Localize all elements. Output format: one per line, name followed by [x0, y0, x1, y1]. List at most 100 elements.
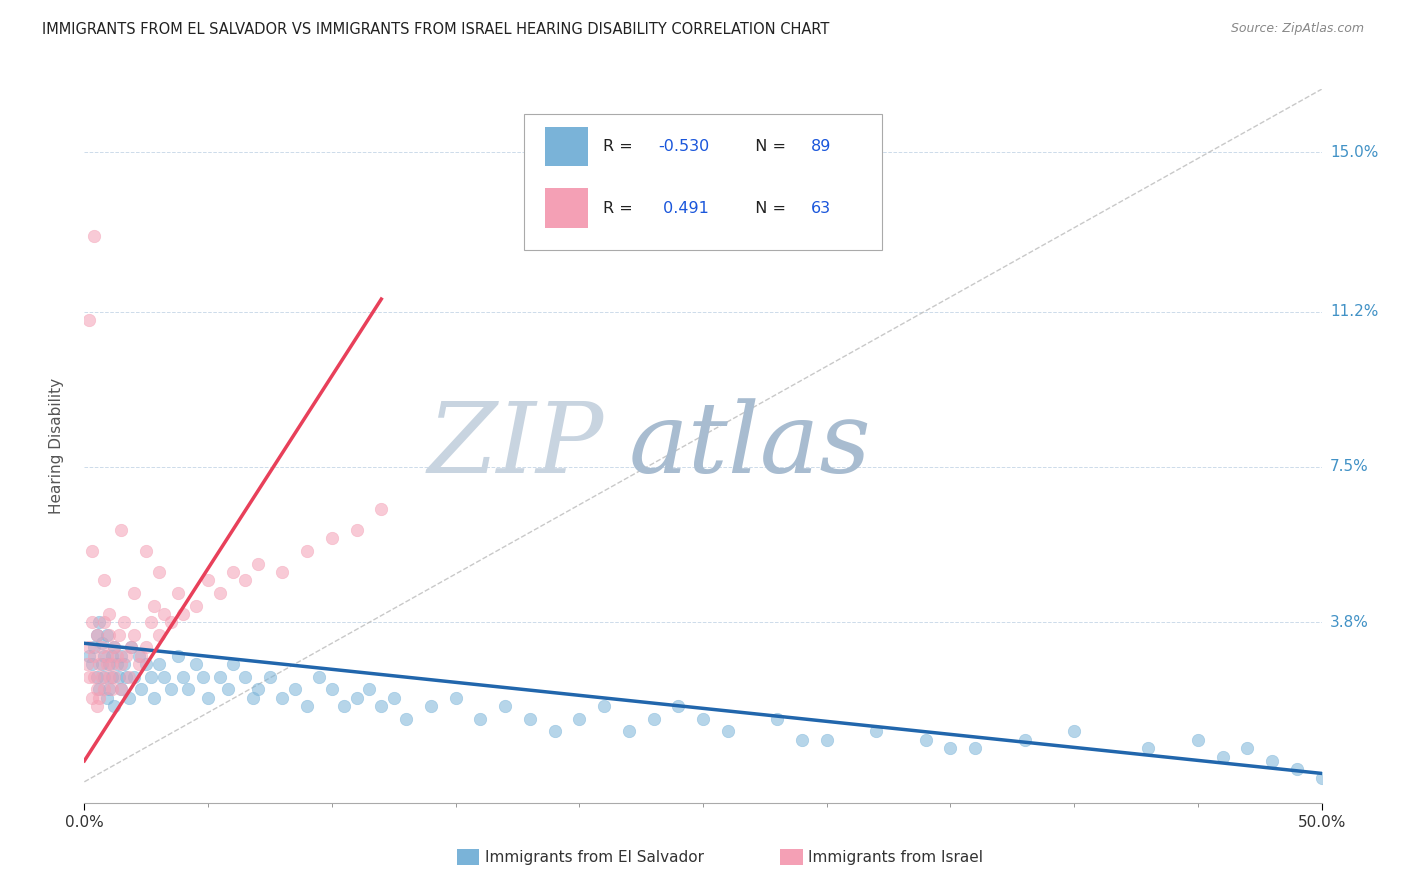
Text: Immigrants from Israel: Immigrants from Israel — [808, 850, 983, 864]
Immigrants from El Salvador — [914, 732, 936, 747]
FancyBboxPatch shape — [544, 188, 588, 227]
Immigrants from Israel — [321, 532, 343, 546]
Immigrants from El Salvador — [96, 628, 118, 642]
Immigrants from El Salvador — [766, 712, 789, 726]
Immigrants from Israel — [152, 607, 174, 621]
Immigrants from El Salvador — [209, 670, 232, 684]
Immigrants from Israel — [103, 640, 125, 655]
Immigrants from Israel — [103, 670, 125, 684]
Immigrants from El Salvador — [271, 690, 294, 705]
Immigrants from Israel — [370, 502, 392, 516]
Text: atlas: atlas — [628, 399, 872, 493]
Immigrants from El Salvador — [1310, 771, 1333, 785]
Immigrants from El Salvador — [1063, 724, 1085, 739]
Immigrants from Israel — [86, 628, 108, 642]
Immigrants from El Salvador — [222, 657, 245, 672]
Text: 3.8%: 3.8% — [1330, 615, 1369, 630]
Text: ZIP: ZIP — [427, 399, 605, 493]
Immigrants from El Salvador — [191, 670, 214, 684]
Immigrants from El Salvador — [233, 670, 256, 684]
Immigrants from El Salvador — [1014, 732, 1036, 747]
Text: 11.2%: 11.2% — [1330, 304, 1378, 319]
Immigrants from Israel — [76, 657, 98, 672]
Immigrants from El Salvador — [357, 682, 380, 697]
Immigrants from El Salvador — [815, 732, 838, 747]
Immigrants from El Salvador — [129, 682, 152, 697]
Immigrants from Israel — [83, 670, 105, 684]
Immigrants from Israel — [271, 565, 294, 579]
Y-axis label: Hearing Disability: Hearing Disability — [49, 378, 63, 514]
Immigrants from Israel — [83, 229, 105, 244]
Immigrants from El Salvador — [593, 699, 616, 714]
Immigrants from Israel — [142, 599, 165, 613]
Immigrants from Israel — [148, 565, 170, 579]
Immigrants from Israel — [110, 523, 132, 537]
Immigrants from El Salvador — [79, 648, 101, 663]
Immigrants from Israel — [108, 628, 131, 642]
Immigrants from El Salvador — [135, 657, 157, 672]
FancyBboxPatch shape — [523, 114, 883, 250]
Immigrants from El Salvador — [148, 657, 170, 672]
Immigrants from El Salvador — [172, 670, 194, 684]
Immigrants from El Salvador — [160, 682, 183, 697]
Immigrants from El Salvador — [333, 699, 356, 714]
Immigrants from El Salvador — [568, 712, 591, 726]
Immigrants from El Salvador — [217, 682, 239, 697]
Text: N =: N = — [745, 201, 792, 216]
Immigrants from Israel — [80, 690, 103, 705]
Immigrants from Israel — [112, 615, 135, 630]
Immigrants from Israel — [122, 628, 145, 642]
Immigrants from Israel — [135, 640, 157, 655]
Immigrants from El Salvador — [110, 682, 132, 697]
Immigrants from Israel — [86, 682, 108, 697]
Immigrants from Israel — [89, 690, 111, 705]
Immigrants from El Salvador — [543, 724, 565, 739]
Immigrants from El Salvador — [86, 670, 108, 684]
Immigrants from El Salvador — [246, 682, 269, 697]
Immigrants from Israel — [96, 648, 118, 663]
Immigrants from El Salvador — [1187, 732, 1209, 747]
Immigrants from Israel — [172, 607, 194, 621]
Immigrants from El Salvador — [444, 690, 467, 705]
Immigrants from Israel — [100, 682, 122, 697]
Immigrants from El Salvador — [83, 640, 105, 655]
Immigrants from El Salvador — [1261, 754, 1284, 768]
Immigrants from Israel — [115, 648, 138, 663]
Immigrants from Israel — [184, 599, 207, 613]
Immigrants from Israel — [246, 557, 269, 571]
Immigrants from Israel — [98, 628, 121, 642]
Immigrants from El Salvador — [108, 670, 131, 684]
Immigrants from Israel — [160, 615, 183, 630]
Immigrants from El Salvador — [93, 648, 115, 663]
Text: 89: 89 — [811, 139, 831, 154]
Text: -0.530: -0.530 — [658, 139, 710, 154]
Immigrants from El Salvador — [105, 657, 128, 672]
Immigrants from Israel — [120, 640, 142, 655]
Immigrants from Israel — [346, 523, 368, 537]
Immigrants from El Salvador — [284, 682, 307, 697]
Immigrants from El Salvador — [666, 699, 689, 714]
Immigrants from El Salvador — [141, 670, 163, 684]
Immigrants from Israel — [89, 657, 111, 672]
Text: 63: 63 — [811, 201, 831, 216]
Text: 15.0%: 15.0% — [1330, 145, 1378, 160]
Immigrants from El Salvador — [242, 690, 264, 705]
Immigrants from Israel — [129, 648, 152, 663]
Immigrants from El Salvador — [86, 628, 108, 642]
Immigrants from Israel — [83, 648, 105, 663]
Immigrants from Israel — [118, 670, 141, 684]
Text: N =: N = — [745, 139, 792, 154]
Text: 0.491: 0.491 — [658, 201, 710, 216]
Immigrants from El Salvador — [115, 670, 138, 684]
Text: Immigrants from El Salvador: Immigrants from El Salvador — [485, 850, 704, 864]
Immigrants from El Salvador — [308, 670, 330, 684]
Immigrants from El Salvador — [692, 712, 714, 726]
Immigrants from El Salvador — [395, 712, 418, 726]
Immigrants from El Salvador — [1236, 741, 1258, 756]
Immigrants from El Salvador — [167, 648, 190, 663]
Immigrants from Israel — [295, 544, 318, 558]
Immigrants from El Salvador — [110, 648, 132, 663]
Immigrants from El Salvador — [346, 690, 368, 705]
Immigrants from El Salvador — [100, 670, 122, 684]
Immigrants from El Salvador — [939, 741, 962, 756]
